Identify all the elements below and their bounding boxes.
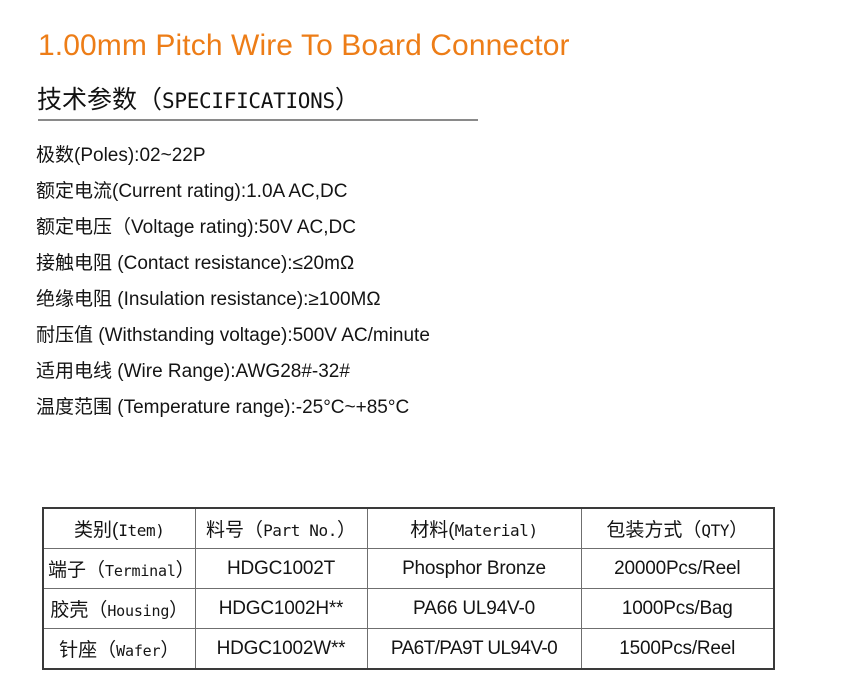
- cell-qty-housing: 1000Pcs/Bag: [580, 588, 775, 629]
- cell-item-housing: 胶壳（Housing）: [42, 588, 196, 629]
- cell-qty-wafer: 1500Pcs/Reel: [580, 628, 775, 670]
- spec-line-wire-range: 适用电线 (Wire Range):AWG28#-32#: [36, 361, 350, 382]
- cell-item-wafer-cjk: 针座（: [59, 640, 117, 661]
- spec-line-withstanding-voltage: 耐压值 (Withstanding voltage):500V AC/minut…: [36, 325, 430, 346]
- column-header-material-close: ): [528, 521, 538, 540]
- cell-item-terminal-cjk: 端子（: [48, 560, 106, 581]
- spec-line-temperature-range: 温度范围 (Temperature range):-25°C~+85°C: [36, 397, 410, 418]
- column-header-material-latin: Material: [454, 521, 529, 540]
- part-number-table: 类别(Item) 料号（Part No.） 材料(Material) 包装方式（…: [42, 507, 775, 670]
- table-row: 针座（Wafer） HDGC1002W** PA6T/PA9T UL94V-0 …: [42, 628, 775, 670]
- column-header-item-latin: Item: [118, 521, 156, 540]
- page-title: 1.00mm Pitch Wire To Board Connector: [38, 29, 570, 62]
- specifications-heading-close: ）: [334, 86, 360, 114]
- cell-part-no-terminal: HDGC1002T: [194, 548, 368, 589]
- specifications-heading: 技术参数（SPECIFICATIONS）: [37, 85, 360, 116]
- cell-item-terminal-close: ）: [175, 560, 195, 581]
- table-row: 端子（Terminal） HDGC1002T Phosphor Bronze 2…: [42, 548, 775, 589]
- spec-line-poles: 极数(Poles):02~22P: [36, 145, 206, 166]
- cell-part-no-wafer: HDGC1002W**: [194, 628, 368, 670]
- cell-item-housing-close: ）: [169, 600, 189, 621]
- cell-item-wafer: 针座（Wafer）: [42, 628, 196, 670]
- column-header-part-no-latin: Part No.: [263, 521, 337, 540]
- cell-item-housing-latin: Housing: [107, 602, 170, 620]
- spec-line-voltage-rating: 额定电压（Voltage rating):50V AC,DC: [36, 217, 356, 238]
- column-header-qty-latin: QTY: [701, 521, 730, 540]
- specifications-heading-latin: SPECIFICATIONS: [162, 89, 335, 113]
- specification-list: 极数(Poles):02~22P 额定电流(Current rating):1.…: [36, 138, 636, 426]
- column-header-qty-close: ）: [729, 520, 749, 541]
- cell-item-terminal-latin: Terminal: [105, 562, 176, 580]
- column-header-material-cjk: 材料(: [410, 520, 455, 541]
- column-header-item: 类别(Item): [42, 507, 196, 549]
- column-header-part-no: 料号（Part No.）: [194, 507, 368, 549]
- cell-qty-terminal: 20000Pcs/Reel: [580, 548, 775, 589]
- spec-line-current-rating: 额定电流(Current rating):1.0A AC,DC: [36, 181, 348, 202]
- cell-item-wafer-latin: Wafer: [116, 642, 161, 660]
- cell-part-no-housing: HDGC1002H**: [194, 588, 368, 629]
- column-header-qty: 包装方式（QTY）: [580, 507, 775, 549]
- table-header-row: 类别(Item) 料号（Part No.） 材料(Material) 包装方式（…: [42, 507, 775, 549]
- specifications-heading-cjk: 技术参数（: [37, 86, 163, 114]
- cell-item-housing-cjk: 胶壳（: [50, 600, 108, 621]
- cell-item-wafer-close: ）: [160, 640, 180, 661]
- column-header-item-cjk: 类别(: [74, 520, 119, 541]
- column-header-qty-cjk: 包装方式（: [606, 520, 702, 541]
- cell-item-terminal: 端子（Terminal）: [42, 548, 196, 589]
- column-header-part-no-close: ）: [336, 520, 356, 541]
- cell-material-housing: PA66 UL94V-0: [366, 588, 582, 629]
- heading-underline: [38, 119, 478, 121]
- cell-material-terminal: Phosphor Bronze: [366, 548, 582, 589]
- column-header-part-no-cjk: 料号（: [206, 520, 264, 541]
- cell-material-wafer: PA6T/PA9T UL94V-0: [366, 628, 582, 670]
- spec-line-contact-resistance: 接触电阻 (Contact resistance):≤20mΩ: [36, 253, 355, 274]
- column-header-item-close: ): [155, 521, 165, 540]
- column-header-material: 材料(Material): [366, 507, 582, 549]
- spec-line-insulation-resistance: 绝缘电阻 (Insulation resistance):≥100MΩ: [36, 289, 381, 310]
- table-row: 胶壳（Housing） HDGC1002H** PA66 UL94V-0 100…: [42, 588, 775, 629]
